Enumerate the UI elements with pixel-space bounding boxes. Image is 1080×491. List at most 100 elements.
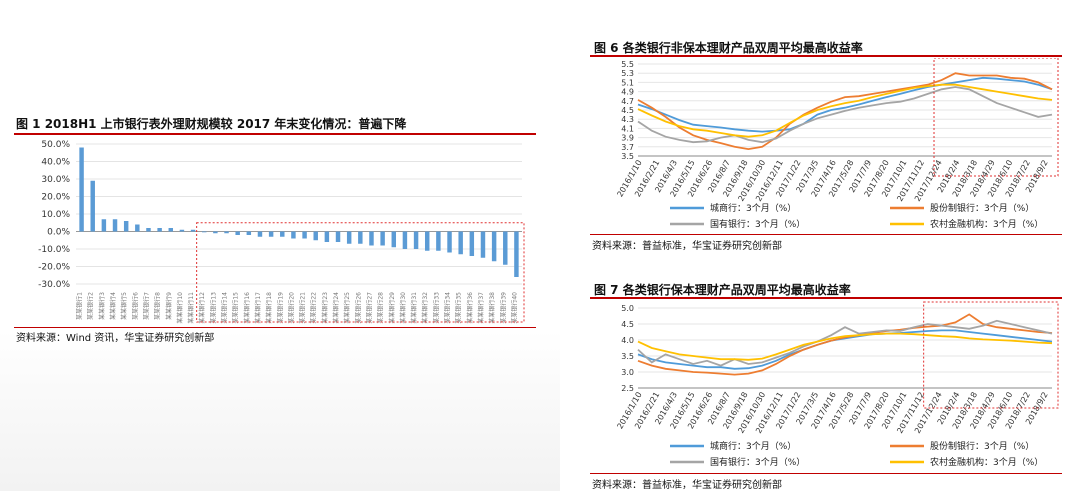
fig7-legend-label: 城商行：3个月（%） bbox=[710, 440, 796, 452]
fig1-bar bbox=[447, 231, 452, 253]
fig1-xtick-label: 某某银行38 bbox=[488, 292, 496, 324]
fig1-xtick-label: 某某银行22 bbox=[310, 292, 318, 324]
fig1-xtick-label: 某某银行31 bbox=[410, 292, 418, 324]
fig6-series-line bbox=[637, 83, 1053, 138]
fig1-xtick-label: 某某银行40 bbox=[510, 292, 518, 324]
fig1-xtick-label: 某某银行36 bbox=[466, 292, 474, 324]
fig1-xtick-label: 某某银行23 bbox=[321, 292, 329, 324]
fig1-bar bbox=[491, 231, 497, 262]
fig7-legend-label: 国有银行：3个月（%） bbox=[710, 456, 805, 468]
fig1-bar bbox=[313, 231, 318, 241]
fig1-bar bbox=[503, 231, 508, 265]
fig1-xtick-label: 某某银行6 bbox=[131, 292, 139, 320]
fig1-xtick-label: 某某银行9 bbox=[165, 292, 173, 320]
fig1-xtick-label: 某某银行25 bbox=[343, 292, 351, 324]
fig6-legend-label: 农村金融机构：3个月（%） bbox=[930, 218, 1043, 230]
fig7-ytick-label: 3.5 bbox=[621, 352, 634, 361]
fig6-ytick-label: 4.7 bbox=[621, 97, 634, 106]
fig1-bar bbox=[246, 231, 252, 235]
fig1-bar bbox=[402, 231, 408, 249]
fig1-xtick-label: 某某银行21 bbox=[299, 292, 307, 324]
fig6-ytick-label: 3.9 bbox=[621, 134, 634, 143]
fig1-bar bbox=[280, 231, 285, 237]
fig7-legend-label: 农村金融机构：3个月（%） bbox=[930, 456, 1043, 468]
fig7-legend-label: 股份制银行：3个月（%） bbox=[930, 440, 1034, 452]
fig1-xtick-label: 某某银行28 bbox=[377, 292, 385, 324]
fig1-ytick-label: 20.0% bbox=[41, 193, 70, 203]
fig1-bar bbox=[101, 219, 107, 232]
fig1-xtick-label: 某某银行1 bbox=[76, 292, 84, 320]
fig1-bar bbox=[358, 231, 363, 244]
fig1-bar bbox=[224, 231, 229, 234]
fig7-bottom-rule bbox=[590, 473, 1062, 474]
fig1-title: 图 1 2018H1 上市银行表外理财规模较 2017 年末变化情况：普遍下降 bbox=[16, 117, 407, 131]
fig1-xtick-label: 某某银行10 bbox=[176, 292, 184, 324]
fig1-bar bbox=[291, 231, 296, 239]
fig1-bar bbox=[514, 231, 519, 277]
fig1-xtick-label: 某某银行11 bbox=[187, 292, 195, 324]
fig1-xtick-label: 某某银行33 bbox=[432, 292, 440, 324]
fig7-rule bbox=[590, 297, 1062, 299]
fig1-bar bbox=[235, 231, 240, 235]
fig1-bar bbox=[90, 180, 95, 232]
fig1-xtick-label: 某某银行39 bbox=[499, 292, 507, 324]
fig6-ytick-label: 3.7 bbox=[621, 143, 634, 152]
fig1-chart: 50.0% 40.0% 30.0% 20.0% 10.0% 0.0% -10.0% -20.0… bbox=[38, 140, 525, 324]
fig7-ytick-label: 3.0 bbox=[621, 368, 634, 377]
fig1-bar bbox=[324, 231, 330, 242]
fig6-legend-label: 股份制银行：3个月（%） bbox=[930, 202, 1034, 214]
fig1-ytick-label: 30.0% bbox=[41, 175, 70, 185]
fig6-title: 图 6 各类银行非保本理财产品双周平均最高收益率 bbox=[594, 41, 863, 55]
fig1-bar bbox=[135, 224, 140, 232]
fig1-xtick-label: 某某银行4 bbox=[109, 292, 117, 320]
fig1-bar bbox=[146, 228, 151, 232]
fig6-ytick-label: 4.9 bbox=[621, 88, 634, 97]
fig1-ytick-label: 50.0% bbox=[41, 140, 70, 150]
fig1-bar bbox=[335, 231, 341, 242]
fig7-ytick-label: 2.5 bbox=[621, 384, 634, 393]
fig1-bar bbox=[369, 231, 374, 246]
fig1-xtick-label: 某某银行20 bbox=[287, 292, 295, 324]
fig7-source: 资料来源：普益标准，华宝证券研究创新部 bbox=[592, 480, 782, 491]
fig1-bar bbox=[436, 231, 441, 251]
fig6-legend-label: 国有银行：3个月（%） bbox=[710, 218, 805, 230]
fig1-xtick-label: 某某银行5 bbox=[120, 292, 128, 320]
fig1-bar bbox=[168, 228, 174, 232]
fig7-series-line bbox=[637, 329, 1053, 370]
fig1-bar bbox=[469, 231, 475, 256]
fig6-series-line bbox=[637, 76, 1053, 133]
fig1-xtick-label: 某某银行27 bbox=[365, 292, 373, 324]
fig6-chart: 5.55.35.14.94.74.54.34.13.93.73.52016/1/… bbox=[615, 58, 1059, 230]
fig1-highlight-box bbox=[196, 222, 525, 323]
fig7-title: 图 7 各类银行保本理财产品双周平均最高收益率 bbox=[594, 283, 851, 297]
fig7-ytick-label: 5.0 bbox=[621, 304, 634, 313]
fig1-bar bbox=[79, 147, 84, 232]
fig6-series-line bbox=[637, 86, 1053, 144]
fig7-series-line bbox=[637, 319, 1053, 367]
fig1-bar bbox=[380, 231, 385, 246]
fig6-series-line bbox=[637, 72, 1053, 151]
fig1-xtick-label: 某某银行13 bbox=[209, 292, 217, 324]
fig1-bar bbox=[391, 231, 397, 248]
fig1-xtick-label: 某某银行37 bbox=[477, 292, 485, 324]
fig7-chart: 5.04.54.03.53.02.52016/1/102016/2/212016… bbox=[615, 301, 1059, 468]
fig6-ytick-label: 5.1 bbox=[621, 78, 634, 87]
fig1-ytick-label: -10.0% bbox=[38, 245, 70, 255]
fig1-bar bbox=[213, 231, 218, 234]
fig1-xtick-label: 某某银行14 bbox=[221, 292, 229, 324]
fig1-xtick-label: 某某银行18 bbox=[265, 292, 273, 324]
fig1-bar bbox=[123, 221, 129, 232]
fig1-bar bbox=[480, 231, 486, 258]
fig1-xtick-label: 某某银行17 bbox=[254, 292, 262, 324]
fig7-ytick-label: 4.0 bbox=[621, 336, 634, 345]
fig6-ytick-label: 5.3 bbox=[621, 69, 634, 78]
fig6-ytick-label: 5.5 bbox=[621, 60, 634, 69]
fig1-bar bbox=[190, 229, 196, 232]
fig1-bar bbox=[424, 231, 430, 251]
fig1-source: 资料来源：Wind 资讯，华宝证券研究创新部 bbox=[16, 333, 215, 344]
fig7-series-line bbox=[637, 332, 1053, 361]
fig1-xtick-label: 某某银行29 bbox=[388, 292, 396, 324]
fig6-bottom-rule bbox=[590, 234, 1062, 235]
fig7-series-line bbox=[637, 313, 1053, 376]
fig1-bar bbox=[179, 229, 185, 232]
